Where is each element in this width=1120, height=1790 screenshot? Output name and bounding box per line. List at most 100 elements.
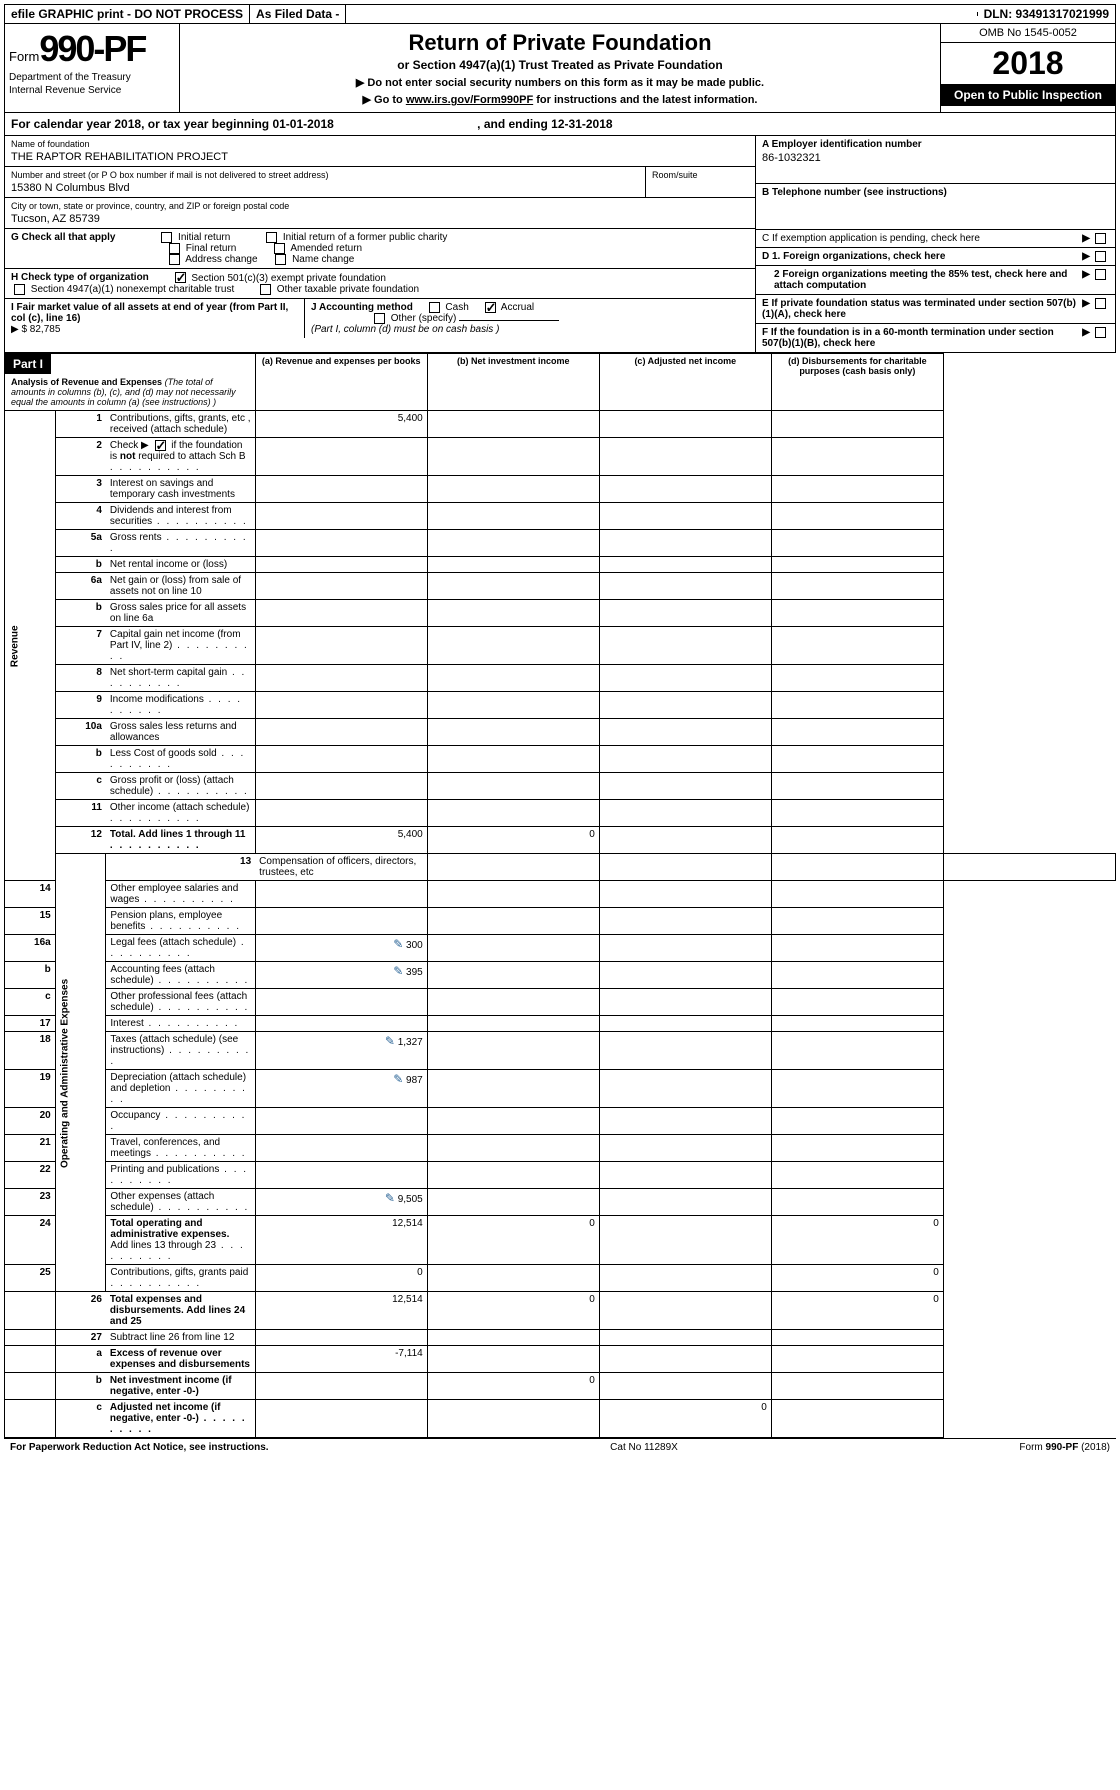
form-prefix: Form <box>9 49 39 64</box>
table-row: 5aGross rents <box>5 530 1116 557</box>
status-terminated-checkbox[interactable] <box>1095 298 1106 309</box>
table-row: 3Interest on savings and temporary cash … <box>5 476 1116 503</box>
open-to-public: Open to Public Inspection <box>941 84 1115 106</box>
address-change-checkbox[interactable] <box>169 254 180 265</box>
city-cell: City or town, state or province, country… <box>5 198 755 229</box>
table-row: 6aNet gain or (loss) from sale of assets… <box>5 573 1116 600</box>
other-method-checkbox[interactable] <box>374 313 385 324</box>
table-row: 2Check ▶ if the foundation is not requir… <box>5 438 1116 476</box>
tax-year: 2018 <box>941 43 1115 84</box>
amended-return-checkbox[interactable] <box>274 243 285 254</box>
catalog-number: Cat No 11289X <box>610 1442 678 1453</box>
table-row: 8Net short-term capital gain <box>5 665 1116 692</box>
h-check-row: H Check type of organization Section 501… <box>5 269 755 298</box>
table-row: bAccounting fees (attach schedule)✎ 395 <box>5 962 1116 989</box>
form-title-block: Return of Private Foundation or Section … <box>180 24 940 112</box>
street-address: 15380 N Columbus Blvd <box>11 182 639 194</box>
form-id-block: Form990-PF Department of the Treasury In… <box>5 24 180 112</box>
omb-number: OMB No 1545-0052 <box>941 24 1115 43</box>
dept-irs: Internal Revenue Service <box>9 85 175 96</box>
page-footer: For Paperwork Reduction Act Notice, see … <box>4 1438 1116 1456</box>
table-row: 18Taxes (attach schedule) (see instructi… <box>5 1032 1116 1070</box>
table-row: 27Subtract line 26 from line 12 <box>5 1330 1116 1346</box>
table-row: cGross profit or (loss) (attach schedule… <box>5 773 1116 800</box>
col-d-header: (d) Disbursements for charitable purpose… <box>771 354 943 411</box>
501c3-checkbox[interactable] <box>175 272 186 283</box>
table-row: Operating and Administrative Expenses 13… <box>5 854 1116 881</box>
table-row: Revenue 1 Contributions, gifts, grants, … <box>5 411 1116 438</box>
cash-checkbox[interactable] <box>429 302 440 313</box>
attach-icon[interactable]: ✎ <box>393 1072 403 1086</box>
paperwork-notice: For Paperwork Reduction Act Notice, see … <box>10 1442 269 1453</box>
entity-info: Name of foundation THE RAPTOR REHABILITA… <box>4 136 1116 353</box>
part1-label: Part I <box>5 354 51 374</box>
g-check-row: G Check all that apply Initial return In… <box>5 229 755 269</box>
table-row: aExcess of revenue over expenses and dis… <box>5 1346 1116 1373</box>
table-row: 14Other employee salaries and wages <box>5 881 1116 908</box>
expenses-section-label: Operating and Administrative Expenses <box>55 854 106 1292</box>
table-row: 17Interest <box>5 1016 1116 1032</box>
foundation-name: THE RAPTOR REHABILITATION PROJECT <box>11 151 749 163</box>
room-suite-label: Room/suite <box>652 170 749 180</box>
table-row: 24Total operating and administrative exp… <box>5 1216 1116 1265</box>
efile-notice: efile GRAPHIC print - DO NOT PROCESS <box>5 5 250 23</box>
table-row: 4Dividends and interest from securities <box>5 503 1116 530</box>
form-subtitle: or Section 4947(a)(1) Trust Treated as P… <box>184 58 936 72</box>
ein: 86-1032321 <box>762 152 1109 164</box>
form-header: Form990-PF Department of the Treasury In… <box>4 24 1116 113</box>
attach-icon[interactable]: ✎ <box>385 1191 395 1205</box>
table-row: bGross sales price for all assets on lin… <box>5 600 1116 627</box>
col-c-header: (c) Adjusted net income <box>599 354 771 411</box>
table-row: 10aGross sales less returns and allowanc… <box>5 719 1116 746</box>
form-number: 990-PF <box>39 28 145 69</box>
other-taxable-checkbox[interactable] <box>260 284 271 295</box>
table-row: 9Income modifications <box>5 692 1116 719</box>
form-container: efile GRAPHIC print - DO NOT PROCESS As … <box>0 0 1120 1460</box>
final-return-checkbox[interactable] <box>169 243 180 254</box>
form-title: Return of Private Foundation <box>184 30 936 56</box>
85pct-test-checkbox[interactable] <box>1095 269 1106 280</box>
city-state-zip: Tucson, AZ 85739 <box>11 213 749 225</box>
ssn-warning: ▶ Do not enter social security numbers o… <box>184 76 936 89</box>
table-row: 21Travel, conferences, and meetings <box>5 1135 1116 1162</box>
foundation-name-cell: Name of foundation THE RAPTOR REHABILITA… <box>5 136 755 167</box>
attach-icon[interactable]: ✎ <box>385 1034 395 1048</box>
table-row: cAdjusted net income (if negative, enter… <box>5 1400 1116 1438</box>
goto-suffix: for instructions and the latest informat… <box>533 94 757 106</box>
table-row: 23Other expenses (attach schedule)✎ 9,50… <box>5 1189 1116 1216</box>
initial-former-checkbox[interactable] <box>266 232 277 243</box>
table-row: 22Printing and publications <box>5 1162 1116 1189</box>
exemption-pending-checkbox[interactable] <box>1095 233 1106 244</box>
table-row: 26Total expenses and disbursements. Add … <box>5 1292 1116 1330</box>
form-reference: Form 990-PF (2018) <box>1019 1442 1110 1453</box>
initial-return-checkbox[interactable] <box>161 232 172 243</box>
dept-treasury: Department of the Treasury <box>9 72 175 83</box>
name-change-checkbox[interactable] <box>275 254 286 265</box>
attach-icon[interactable]: ✎ <box>393 964 403 978</box>
accrual-checkbox[interactable] <box>485 302 496 313</box>
table-row: cOther professional fees (attach schedul… <box>5 989 1116 1016</box>
top-bar: efile GRAPHIC print - DO NOT PROCESS As … <box>4 4 1116 24</box>
table-row: 12Total. Add lines 1 through 115,4000 <box>5 827 1116 854</box>
table-row: 11Other income (attach schedule) <box>5 800 1116 827</box>
dln: DLN: 93491317021999 <box>978 5 1115 23</box>
as-filed-label: As Filed Data - <box>250 5 346 23</box>
4947-checkbox[interactable] <box>14 284 25 295</box>
table-row: bNet investment income (if negative, ent… <box>5 1373 1116 1400</box>
instructions-link[interactable]: www.irs.gov/Form990PF <box>406 94 533 106</box>
revenue-section-label: Revenue <box>5 411 56 881</box>
attach-icon[interactable]: ✎ <box>393 937 403 951</box>
60month-checkbox[interactable] <box>1095 327 1106 338</box>
telephone-label: B Telephone number (see instructions) <box>762 187 1109 198</box>
sch-b-checkbox[interactable] <box>155 440 166 451</box>
calendar-year-row: For calendar year 2018, or tax year begi… <box>4 113 1116 136</box>
foreign-org-checkbox[interactable] <box>1095 251 1106 262</box>
table-row: bNet rental income or (loss) <box>5 557 1116 573</box>
col-b-header: (b) Net investment income <box>427 354 599 411</box>
goto-prefix: ▶ Go to <box>363 94 406 106</box>
table-row: 20Occupancy <box>5 1108 1116 1135</box>
year-block: OMB No 1545-0052 2018 Open to Public Ins… <box>940 24 1115 112</box>
table-row: 19Depreciation (attach schedule) and dep… <box>5 1070 1116 1108</box>
table-row: 16aLegal fees (attach schedule)✎ 300 <box>5 935 1116 962</box>
table-row: 25Contributions, gifts, grants paid00 <box>5 1265 1116 1292</box>
